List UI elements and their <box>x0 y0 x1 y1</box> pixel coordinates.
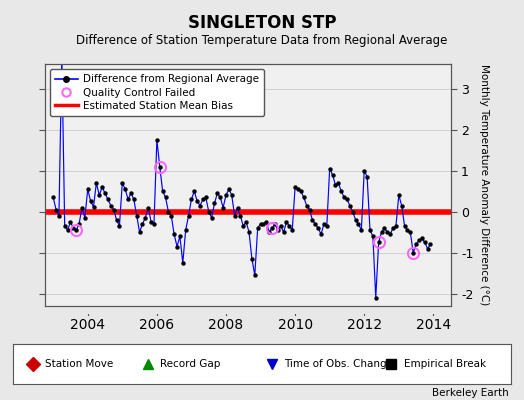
Text: Difference of Station Temperature Data from Regional Average: Difference of Station Temperature Data f… <box>77 34 447 47</box>
Text: Empirical Break: Empirical Break <box>404 359 486 369</box>
Text: 2008: 2008 <box>209 318 244 332</box>
Y-axis label: Monthly Temperature Anomaly Difference (°C): Monthly Temperature Anomaly Difference (… <box>479 64 489 306</box>
Text: Record Gap: Record Gap <box>160 359 220 369</box>
Text: 2004: 2004 <box>70 318 105 332</box>
Text: 2010: 2010 <box>278 318 313 332</box>
Text: 2012: 2012 <box>347 318 382 332</box>
Text: SINGLETON STP: SINGLETON STP <box>188 14 336 32</box>
Text: Berkeley Earth: Berkeley Earth <box>432 388 508 398</box>
Text: 2006: 2006 <box>139 318 174 332</box>
Text: Station Move: Station Move <box>46 359 114 369</box>
Legend: Difference from Regional Average, Quality Control Failed, Estimated Station Mean: Difference from Regional Average, Qualit… <box>50 69 264 116</box>
Text: Time of Obs. Change: Time of Obs. Change <box>285 359 394 369</box>
Text: 2014: 2014 <box>416 318 451 332</box>
